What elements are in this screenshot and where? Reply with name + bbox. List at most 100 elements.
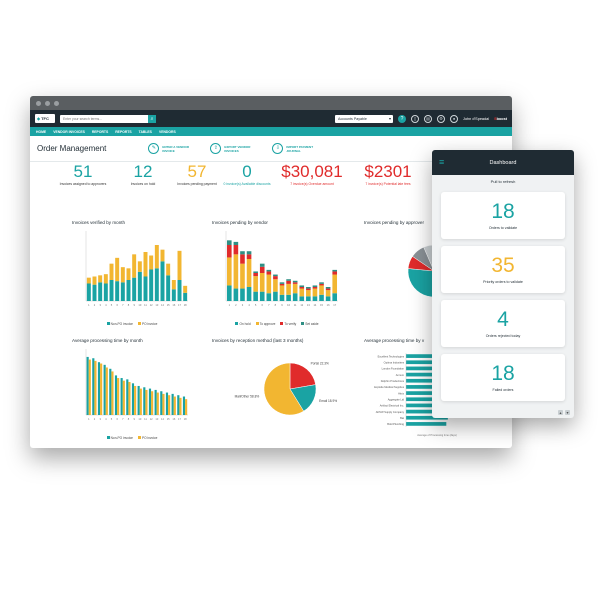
help-icon[interactable]: ? xyxy=(398,115,406,123)
y-tick-label: Bat xyxy=(400,416,404,420)
x-axis-label: Average of Processing time (days) xyxy=(417,433,457,437)
bar xyxy=(138,386,140,415)
search-icon[interactable]: ⌕ xyxy=(148,115,156,123)
bar-segment xyxy=(93,277,97,285)
kpi-value: 51 xyxy=(56,162,110,182)
kpi-discounts[interactable]: 0 0 invoice(s) Available discounts xyxy=(220,162,274,186)
kpi-assigned[interactable]: 51 Invoices assigned to approvers xyxy=(56,162,110,186)
bar-segment xyxy=(326,287,331,289)
window-close-dot[interactable] xyxy=(36,101,41,106)
x-tick-label: 16 xyxy=(172,303,175,307)
bar-segment xyxy=(293,281,298,283)
export-invoices-button[interactable]: ⇪ EXPORT VENDOR INVOICES xyxy=(210,143,260,154)
enter-invoice-label: ENTER A VENDOR INVOICE xyxy=(162,145,198,153)
pull-to-refresh[interactable]: Pull to refresh xyxy=(432,175,574,189)
window-minimize-dot[interactable] xyxy=(45,101,50,106)
x-tick-label: 5 xyxy=(111,303,113,307)
x-tick-label: 15 xyxy=(320,303,323,307)
card-orders-rejected[interactable]: 4 Orders rejected today xyxy=(441,300,565,347)
chart-legend: Non-PO invoice PO invoice xyxy=(72,322,192,326)
app-logo[interactable]: ◆ TFC xyxy=(35,114,55,123)
bar-segment xyxy=(110,280,114,301)
bar-segment xyxy=(313,296,318,301)
bar-segment xyxy=(253,273,258,276)
bar xyxy=(100,364,102,415)
nav-item-vendors[interactable]: VENDORS xyxy=(159,130,176,134)
chart-processing-by-month[interactable]: 1 2 3 4 5 6 7 8 9 10 11 12 13 14 15 16 17 18 xyxy=(72,343,192,431)
legend-item: To verify xyxy=(280,322,296,326)
x-tick-label: 1 xyxy=(229,303,231,307)
scroll-down-icon[interactable]: ▾ xyxy=(565,410,570,415)
kpi-pending-payment[interactable]: 57 Invoices pending payment xyxy=(170,162,224,186)
bar-segment xyxy=(178,280,182,301)
legend-swatch xyxy=(107,436,110,439)
bar-segment xyxy=(253,292,258,301)
scroll-up-icon[interactable]: ▴ xyxy=(558,410,563,415)
bar-segment xyxy=(273,276,278,279)
window-maximize-dot[interactable] xyxy=(54,101,59,106)
bar-segment xyxy=(227,285,232,301)
bar xyxy=(174,397,176,415)
bar-segment xyxy=(253,276,258,292)
notification-icon[interactable]: ▯ xyxy=(411,115,419,123)
bar-segment xyxy=(260,292,265,301)
import-journal-button[interactable]: ⇩ IMPORT PAYMENT JOURNAL xyxy=(272,143,322,154)
x-tick-label: 14 xyxy=(161,417,164,421)
card-failed-orders[interactable]: 18 Failed orders xyxy=(441,354,565,401)
chart-reception-method[interactable]: Portal 22.3% Email 18.9% Mail/Other 58.8% xyxy=(212,343,352,439)
nav-item-tables[interactable]: TABLES xyxy=(139,130,152,134)
kpi-label: 0 invoice(s) Available discounts xyxy=(220,182,274,186)
y-tick-label: London Foundation xyxy=(382,367,405,371)
chart-pending-by-vendor[interactable]: 1 2 3 4 5 6 7 8 9 10 11 12 13 14 15 16 17 xyxy=(212,225,342,317)
user-avatar-icon[interactable]: ● xyxy=(450,115,458,123)
x-tick-label: 16 xyxy=(172,417,175,421)
bar-segment xyxy=(115,258,119,281)
nav-item-home[interactable]: HOME xyxy=(36,130,46,134)
role-select[interactable]: Accounts Payable ▾ xyxy=(335,115,393,123)
settings-icon[interactable]: ⚙ xyxy=(437,115,445,123)
nav-item-vendor-invoices[interactable]: VENDOR INVOICES xyxy=(53,130,85,134)
bar xyxy=(106,367,108,415)
kpi-on-hold[interactable]: 12 Invoices on hold xyxy=(116,162,170,186)
x-tick-label: 8 xyxy=(128,417,130,421)
x-tick-label: 17 xyxy=(178,303,181,307)
bar-segment xyxy=(149,270,153,302)
card-priority-orders[interactable]: 35 Priority orders to validate xyxy=(441,246,565,293)
x-tick-label: 7 xyxy=(122,417,124,421)
bar-segment xyxy=(299,287,304,289)
logo-mark-icon: ◆ xyxy=(37,116,40,121)
bar xyxy=(126,379,128,415)
x-tick-label: 6 xyxy=(116,417,118,421)
x-tick-label: 14 xyxy=(313,303,316,307)
nav-item-reports-2[interactable]: REPORTS xyxy=(115,130,131,134)
legend-item: To approve xyxy=(256,322,276,326)
legend-item: Non-PO invoice xyxy=(107,322,133,326)
bar xyxy=(92,358,94,415)
bar-segment xyxy=(234,254,239,288)
bar-segment xyxy=(299,296,304,301)
hamburger-menu-icon[interactable]: ≡ xyxy=(439,157,444,167)
legend-label: PO invoice xyxy=(142,436,157,440)
bar-segment xyxy=(247,259,252,287)
bar-segment xyxy=(319,284,324,286)
bar-segment xyxy=(332,270,337,272)
nav-item-reports[interactable]: REPORTS xyxy=(92,130,108,134)
bar xyxy=(168,395,170,415)
bar-segment xyxy=(161,261,165,301)
card-orders-to-validate[interactable]: 18 Orders to validate xyxy=(441,192,565,239)
x-tick-label: 9 xyxy=(133,417,135,421)
bar-segment xyxy=(332,293,337,301)
document-icon[interactable]: ▤ xyxy=(424,115,432,123)
enter-invoice-button[interactable]: ✎ ENTER A VENDOR INVOICE xyxy=(148,143,198,154)
chart-verified-by-month[interactable]: 1 2 3 4 5 6 7 8 9 10 11 12 13 14 15 16 17 18 xyxy=(72,225,192,317)
user-name[interactable]: John d'Speadal xyxy=(463,117,489,121)
bar-segment xyxy=(166,275,170,301)
kpi-overdue[interactable]: $30,081 7 invoice(s) Overdue amount xyxy=(276,162,348,186)
kpi-late-fees[interactable]: $2301 7 invoice(s) Potential late fees xyxy=(356,162,420,186)
bar-segment xyxy=(234,289,239,301)
bar-segment xyxy=(273,279,278,291)
search-input[interactable]: Enter your search terms... ⌕ xyxy=(60,115,156,123)
x-tick-label: 6 xyxy=(262,303,264,307)
role-select-value: Accounts Payable xyxy=(338,117,367,121)
